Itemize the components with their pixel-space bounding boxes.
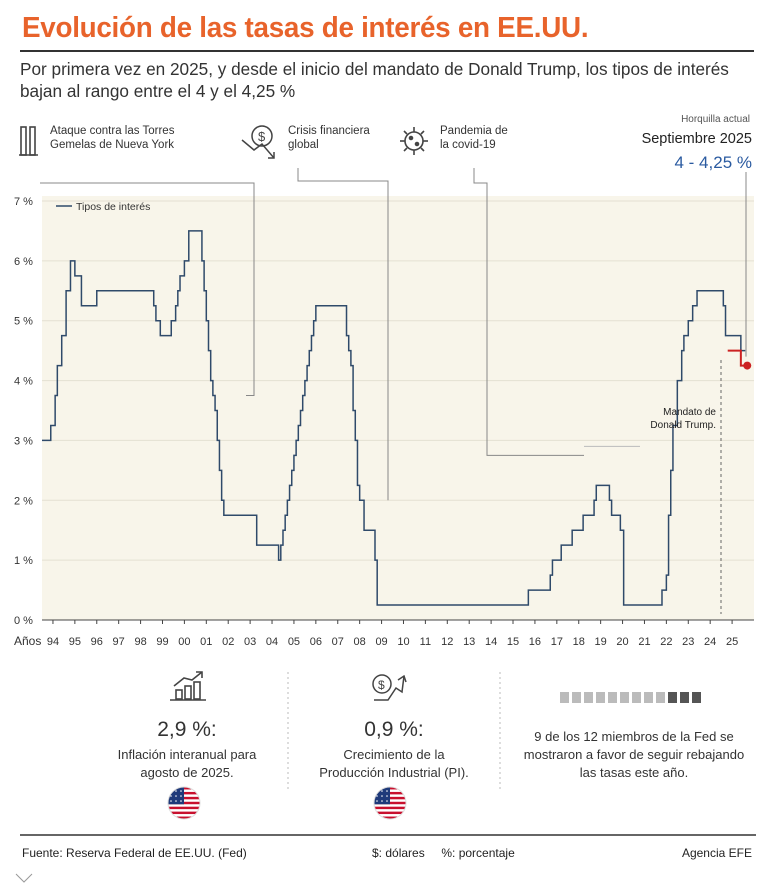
x-tick-label: 18 — [573, 636, 585, 648]
x-tick-label: 13 — [463, 636, 475, 648]
x-tick-label: 99 — [156, 636, 168, 648]
x-tick-label: 07 — [332, 636, 344, 648]
industrial-production-value: 0,9 %: — [364, 718, 424, 741]
x-tick-label: 03 — [244, 636, 256, 648]
svg-text:$: $ — [378, 678, 385, 692]
y-tick-label: 5 % — [14, 316, 33, 328]
event-leader-line — [297, 168, 389, 501]
fed-members-icons — [560, 692, 701, 703]
virus-icon — [400, 127, 428, 155]
x-tick-label: 19 — [595, 636, 607, 648]
x-tick-label: 15 — [507, 636, 519, 648]
inflation-value: 2,9 %: — [157, 718, 217, 741]
footer-agency: Agencia EFE — [681, 846, 752, 860]
footer-source: Fuente: Reserva Federal de EE.UU. (Fed) — [22, 846, 247, 860]
fed-members-description: 9 de los 12 miembros de la Fed se mostrar… — [523, 729, 745, 780]
towers-icon — [19, 126, 38, 156]
y-tick-label: 3 % — [14, 435, 33, 447]
fed-member-icon — [644, 692, 653, 703]
current-range-month: Septiembre 2025 — [641, 131, 752, 147]
current-rate-dot — [743, 361, 752, 370]
x-tick-label: 21 — [638, 636, 650, 648]
x-tick-label: 09 — [375, 636, 387, 648]
fed-member-icon — [584, 692, 593, 703]
x-tick-label: 00 — [178, 636, 190, 648]
us-flag-icon — [373, 786, 407, 820]
fed-member-icon — [620, 692, 629, 703]
fed-member-icon — [656, 692, 665, 703]
trump-label-line-1: Mandato de — [663, 407, 716, 418]
y-tick-label: 4 % — [14, 376, 33, 388]
chart-title: Evolución de las tasas de interés en EE.… — [22, 12, 589, 44]
x-tick-label: 20 — [616, 636, 628, 648]
x-tick-label: 01 — [200, 636, 212, 648]
x-tick-label: 02 — [222, 636, 234, 648]
fed-member-icon — [692, 692, 701, 703]
x-tick-label: 17 — [551, 636, 563, 648]
fed-member-icon — [608, 692, 617, 703]
rate-line — [42, 230, 746, 606]
fed-member-icon — [572, 692, 581, 703]
page-corner-notch — [15, 873, 33, 883]
us-flag-icon — [167, 786, 201, 820]
chart-subtitle: Por primera vez en 2025, y desde el inic… — [20, 59, 729, 101]
svg-text:$: $ — [258, 129, 266, 144]
bar-chart-growth-icon — [170, 671, 206, 701]
y-tick-label: 1 % — [14, 555, 33, 567]
x-tick-label: 05 — [288, 636, 300, 648]
falling-dollar-icon: $ — [241, 125, 275, 159]
x-tick-label: 04 — [266, 636, 278, 648]
x-tick-label: 95 — [69, 636, 81, 648]
x-axis-title: Años — [14, 634, 41, 648]
inflation-description: Inflación interanual para agosto de 2025. — [117, 747, 257, 780]
x-tick-label: 97 — [113, 636, 125, 648]
trump-rate-line — [727, 349, 746, 367]
x-tick-label: 24 — [704, 636, 716, 648]
legend-label: Tipos de interés — [76, 201, 150, 213]
x-tick-label: 12 — [441, 636, 453, 648]
plot-background — [42, 196, 754, 620]
fed-member-icon — [596, 692, 605, 703]
event-label-9-11: Ataque contra las Torres Gemelas de Nueva… — [50, 125, 175, 151]
x-tick-label: 14 — [485, 636, 497, 648]
event-label-covid: Pandemia de la covid-19 — [440, 125, 508, 151]
x-tick-label: 23 — [682, 636, 694, 648]
x-tick-label: 94 — [47, 636, 59, 648]
x-tick-label: 10 — [397, 636, 409, 648]
y-tick-label: 6 % — [14, 256, 33, 268]
x-tick-label: 25 — [726, 636, 738, 648]
x-tick-label: 08 — [354, 636, 366, 648]
event-leader-line — [473, 168, 584, 456]
fed-member-icon — [632, 692, 641, 703]
x-tick-label: 22 — [660, 636, 672, 648]
event-label-financial-crisis: Crisis financiera global — [288, 125, 370, 151]
fed-member-icon — [560, 692, 569, 703]
fed-member-icon — [680, 692, 689, 703]
y-tick-label: 7 % — [14, 196, 33, 208]
event-leader-line — [40, 182, 255, 397]
x-tick-label: 06 — [310, 636, 322, 648]
y-tick-label: 0 % — [14, 615, 33, 627]
y-tick-label: 2 % — [14, 495, 33, 507]
current-range-value: 4 - 4,25 % — [674, 153, 753, 172]
fed-member-icon — [668, 692, 677, 703]
industrial-production-description: Crecimiento de la Producción Industrial (… — [319, 747, 469, 780]
title-rule — [20, 50, 754, 52]
x-tick-label: 96 — [91, 636, 103, 648]
x-tick-label: 98 — [134, 636, 146, 648]
current-range-label: Horquilla actual — [681, 114, 750, 125]
x-tick-label: 11 — [420, 636, 431, 648]
footer-legend: $: dólares %: porcentaje — [372, 846, 515, 860]
x-tick-label: 16 — [529, 636, 541, 648]
trump-label-line-2: Donald Trump. — [650, 420, 716, 431]
dollar-growth-icon: $ — [372, 674, 407, 701]
